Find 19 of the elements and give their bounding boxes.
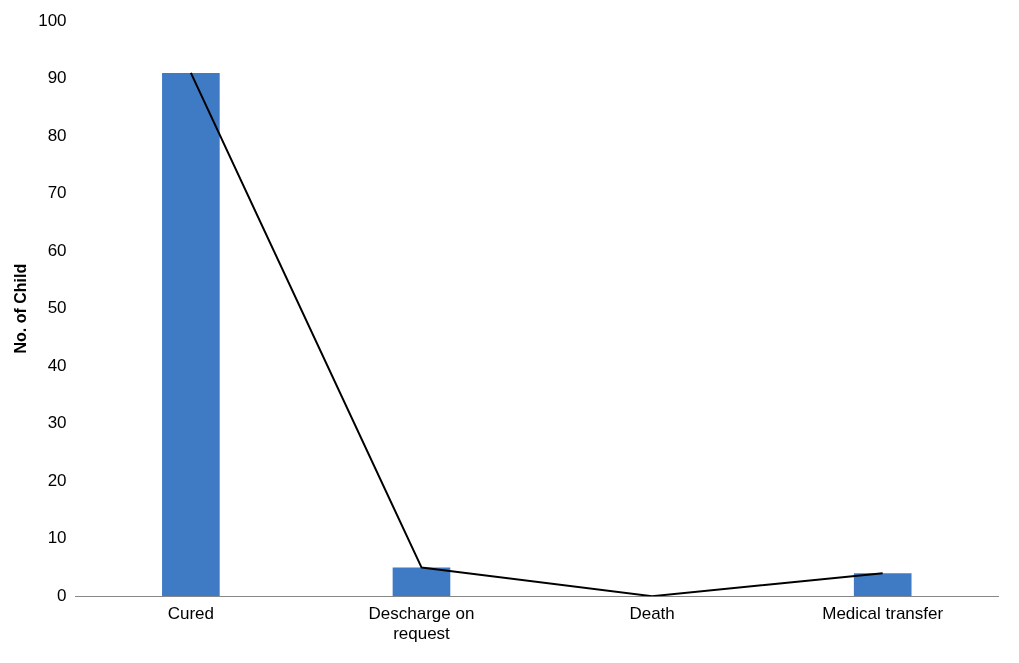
x-tick-label: Medical transfer <box>822 604 944 624</box>
y-tick-label: 40 <box>47 355 67 375</box>
y-tick-label: 80 <box>47 125 67 145</box>
y-tick-label: 20 <box>47 470 67 490</box>
y-tick-label: 30 <box>47 413 67 433</box>
bar <box>853 573 912 597</box>
y-tick-label: 90 <box>47 68 67 88</box>
x-tick-label: Death <box>629 604 675 624</box>
y-tick-label: 100 <box>38 10 67 30</box>
y-tick-label: 60 <box>47 240 67 260</box>
x-tick-label: Cured <box>167 604 215 624</box>
y-tick-label: 10 <box>47 528 67 548</box>
y-tick-label: 50 <box>47 298 67 318</box>
x-tick-label: Descharge on request <box>368 604 475 644</box>
y-tick-label: 70 <box>47 183 67 203</box>
bar <box>162 72 220 597</box>
y-tick-label: 0 <box>57 585 67 605</box>
y-axis-title: No. of Child <box>12 263 30 354</box>
bar <box>392 567 451 597</box>
